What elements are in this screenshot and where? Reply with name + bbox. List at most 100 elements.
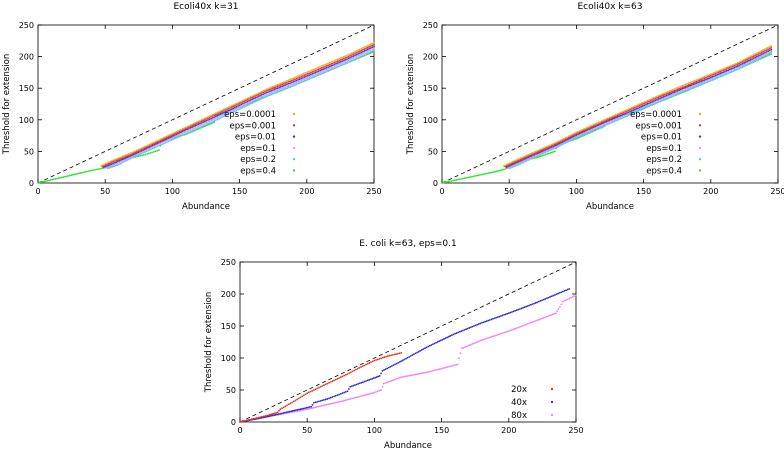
data-point: [735, 63, 737, 66]
data-point: [260, 90, 263, 93]
data-point: [140, 147, 143, 150]
data-point: [607, 123, 609, 126]
data-point: [616, 114, 619, 117]
legend-marker: [292, 112, 296, 116]
data-point: [246, 98, 249, 101]
data-point: [259, 416, 262, 419]
data-point: [254, 100, 257, 103]
data-point: [325, 68, 328, 71]
data-point: [694, 82, 696, 85]
data-point: [730, 65, 733, 68]
data-point: [539, 155, 542, 158]
data-point: [470, 343, 472, 346]
data-point: [611, 121, 614, 123]
data-point: [371, 360, 374, 363]
data-point: [135, 154, 138, 157]
data-point: [671, 90, 674, 93]
data-point: [197, 121, 200, 124]
data-point: [203, 124, 206, 127]
data-point: [524, 159, 526, 162]
data-point: [591, 129, 594, 132]
data-point: [184, 127, 187, 130]
data-point: [637, 108, 639, 111]
data-point: [599, 126, 602, 129]
data-point: [113, 163, 116, 166]
data-point: [763, 49, 766, 52]
data-point: [355, 57, 358, 60]
data-point: [284, 80, 287, 83]
data-point: [328, 403, 331, 405]
data-point: [158, 149, 160, 152]
data-point: [368, 47, 371, 50]
data-point: [390, 354, 393, 357]
data-point: [460, 347, 463, 350]
data-point: [652, 103, 655, 106]
data-point: [178, 133, 181, 136]
data-point: [701, 82, 704, 85]
data-point: [316, 69, 318, 71]
data-point: [481, 339, 483, 341]
data-point: [181, 127, 184, 130]
data-point: [749, 62, 752, 64]
data-point: [167, 137, 170, 139]
data-point: [230, 104, 233, 107]
data-point: [270, 413, 273, 416]
data-point: [292, 80, 295, 83]
data-point: [480, 173, 483, 176]
data-point: [652, 101, 655, 104]
data-point: [400, 351, 403, 354]
data-point: [563, 299, 566, 302]
data-point: [458, 330, 461, 333]
data-point: [545, 315, 548, 318]
data-point: [662, 92, 665, 95]
data-point: [349, 371, 352, 374]
data-point: [331, 60, 334, 63]
data-point: [610, 120, 613, 123]
data-point: [654, 100, 657, 103]
data-point: [264, 89, 266, 92]
data-point: [536, 152, 539, 155]
data-point: [38, 181, 41, 184]
data-point: [555, 146, 558, 149]
data-point: [153, 143, 156, 146]
data-point: [746, 58, 749, 61]
data-point: [226, 110, 228, 113]
data-point: [539, 318, 542, 321]
data-point: [619, 111, 622, 114]
data-point: [659, 98, 662, 101]
data-point: [255, 417, 258, 419]
data-point: [249, 418, 251, 421]
data-point: [581, 128, 584, 131]
data-point: [591, 124, 594, 127]
data-point: [336, 66, 339, 68]
data-point: [313, 74, 315, 76]
data-point: [143, 149, 146, 152]
data-point: [512, 328, 515, 331]
series-eps-0-2: [508, 51, 773, 170]
data-point: [118, 156, 121, 159]
data-point: [189, 130, 192, 133]
data-point: [162, 142, 165, 145]
data-point: [308, 78, 311, 80]
data-point: [373, 41, 375, 44]
data-point: [311, 403, 314, 406]
data-point: [630, 113, 633, 115]
data-point: [635, 111, 638, 113]
data-point: [338, 400, 341, 403]
data-point: [468, 327, 471, 329]
data-point: [304, 408, 307, 411]
data-point: [755, 52, 758, 55]
data-point: [471, 175, 473, 178]
data-point: [479, 174, 481, 176]
data-point: [115, 158, 118, 160]
data-point: [373, 359, 376, 362]
data-point: [520, 307, 523, 310]
data-point: [752, 57, 755, 60]
data-point: [284, 411, 286, 414]
data-point: [732, 65, 734, 68]
data-point: [191, 124, 194, 127]
data-point: [466, 327, 469, 330]
data-point: [386, 367, 389, 370]
data-point: [309, 73, 312, 76]
data-point: [668, 90, 671, 92]
